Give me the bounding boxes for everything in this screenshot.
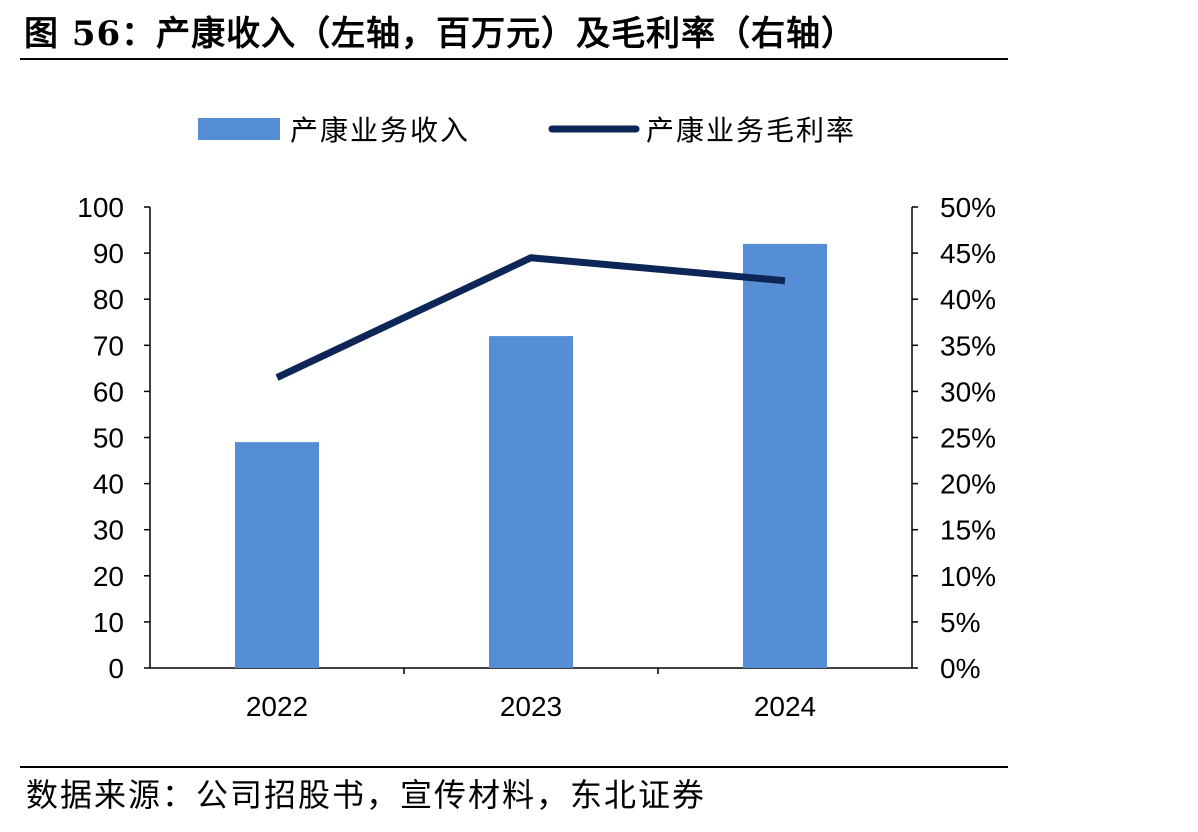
bar-revenue bbox=[235, 442, 319, 668]
left-tick-label: 70 bbox=[93, 330, 124, 361]
x-tick-label: 2022 bbox=[246, 691, 308, 722]
left-tick-label: 100 bbox=[77, 192, 124, 223]
right-tick-label: 5% bbox=[940, 607, 980, 638]
bar-revenue bbox=[743, 243, 827, 668]
source-rule bbox=[20, 766, 1008, 768]
x-tick-label: 2023 bbox=[500, 691, 562, 722]
chart-title: 图 56：产康收入（左轴，百万元）及毛利率（右轴） bbox=[24, 14, 857, 54]
left-tick-label: 0 bbox=[108, 653, 124, 684]
x-tick-label: 2024 bbox=[754, 691, 816, 722]
left-tick-label: 60 bbox=[93, 376, 124, 407]
right-tick-label: 15% bbox=[940, 515, 996, 546]
left-tick-label: 50 bbox=[93, 423, 124, 454]
bar-revenue bbox=[489, 336, 573, 668]
left-tick-label: 30 bbox=[93, 515, 124, 546]
right-tick-label: 25% bbox=[940, 423, 996, 454]
legend-swatch-revenue bbox=[198, 118, 280, 140]
source-note: 数据来源：公司招股书，宣传材料，东北证券 bbox=[26, 776, 707, 814]
legend-label-revenue: 产康业务收入 bbox=[290, 114, 470, 147]
right-tick-label: 45% bbox=[940, 238, 996, 269]
right-tick-label: 0% bbox=[940, 653, 980, 684]
right-tick-label: 50% bbox=[940, 192, 996, 223]
right-tick-label: 10% bbox=[940, 561, 996, 592]
right-tick-label: 30% bbox=[940, 376, 996, 407]
right-tick-label: 35% bbox=[940, 330, 996, 361]
legend-label-margin: 产康业务毛利率 bbox=[646, 114, 856, 147]
title-rule bbox=[20, 58, 1008, 60]
left-tick-label: 20 bbox=[93, 561, 124, 592]
left-tick-label: 80 bbox=[93, 284, 124, 315]
right-tick-label: 40% bbox=[940, 284, 996, 315]
left-tick-label: 90 bbox=[93, 238, 124, 269]
right-tick-label: 20% bbox=[940, 469, 996, 500]
left-tick-label: 10 bbox=[93, 607, 124, 638]
line-gross-margin bbox=[275, 254, 786, 381]
left-tick-label: 40 bbox=[93, 469, 124, 500]
